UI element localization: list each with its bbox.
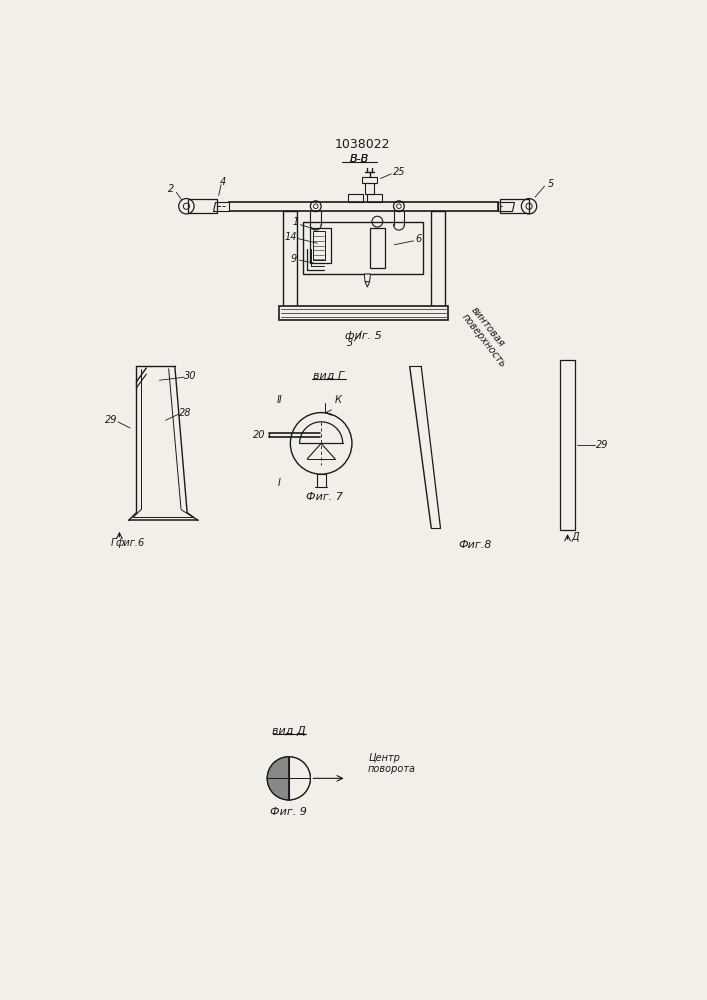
Text: 4: 4 — [219, 177, 226, 187]
Text: 3: 3 — [346, 338, 353, 348]
Text: Фиг. 7: Фиг. 7 — [306, 492, 343, 502]
Text: 1: 1 — [293, 217, 299, 227]
Text: В-В: В-В — [350, 153, 369, 163]
Text: 28: 28 — [179, 408, 191, 418]
Text: Д: Д — [571, 532, 579, 542]
Text: 1038022: 1038022 — [335, 138, 390, 151]
Bar — [348, 194, 363, 202]
Text: винтовая
поверхность: винтовая поверхность — [460, 305, 517, 369]
Text: 20: 20 — [253, 430, 266, 440]
Bar — [362, 177, 378, 183]
Text: 29: 29 — [596, 440, 609, 450]
Polygon shape — [214, 202, 229, 211]
Polygon shape — [364, 274, 370, 282]
Text: II: II — [276, 395, 282, 405]
Text: 9: 9 — [291, 254, 298, 264]
Text: Центр
поворота: Центр поворота — [368, 753, 416, 774]
Bar — [229, 202, 498, 211]
Text: I: I — [278, 478, 281, 488]
Text: 25: 25 — [392, 167, 405, 177]
Text: фиг. 5: фиг. 5 — [345, 331, 382, 341]
Text: 14: 14 — [284, 232, 297, 242]
Bar — [279, 306, 448, 320]
Bar — [283, 211, 296, 316]
Polygon shape — [365, 282, 370, 287]
Text: 5: 5 — [547, 179, 554, 189]
Bar — [312, 231, 325, 260]
Bar — [188, 199, 217, 213]
Bar — [310, 228, 331, 263]
Text: Г: Г — [110, 538, 116, 548]
Bar — [431, 211, 445, 316]
Wedge shape — [267, 757, 288, 800]
Text: К: К — [334, 395, 341, 405]
Text: 29: 29 — [105, 415, 118, 425]
Text: В-В: В-В — [350, 153, 369, 163]
Bar — [370, 228, 385, 268]
Bar — [303, 222, 423, 274]
Text: вид Г: вид Г — [313, 371, 344, 381]
Bar — [365, 183, 374, 194]
Wedge shape — [288, 757, 310, 800]
Text: вид Д: вид Д — [272, 726, 305, 736]
Bar — [366, 194, 382, 202]
Polygon shape — [498, 202, 514, 211]
Text: Фиг.8: Фиг.8 — [458, 540, 492, 550]
Text: 6: 6 — [416, 234, 422, 244]
Text: фиг.6: фиг.6 — [115, 538, 145, 548]
Text: 30: 30 — [184, 371, 197, 381]
Text: 2: 2 — [168, 184, 174, 194]
Text: Фиг. 9: Фиг. 9 — [270, 807, 308, 817]
Bar — [560, 360, 575, 530]
Bar — [500, 199, 529, 213]
